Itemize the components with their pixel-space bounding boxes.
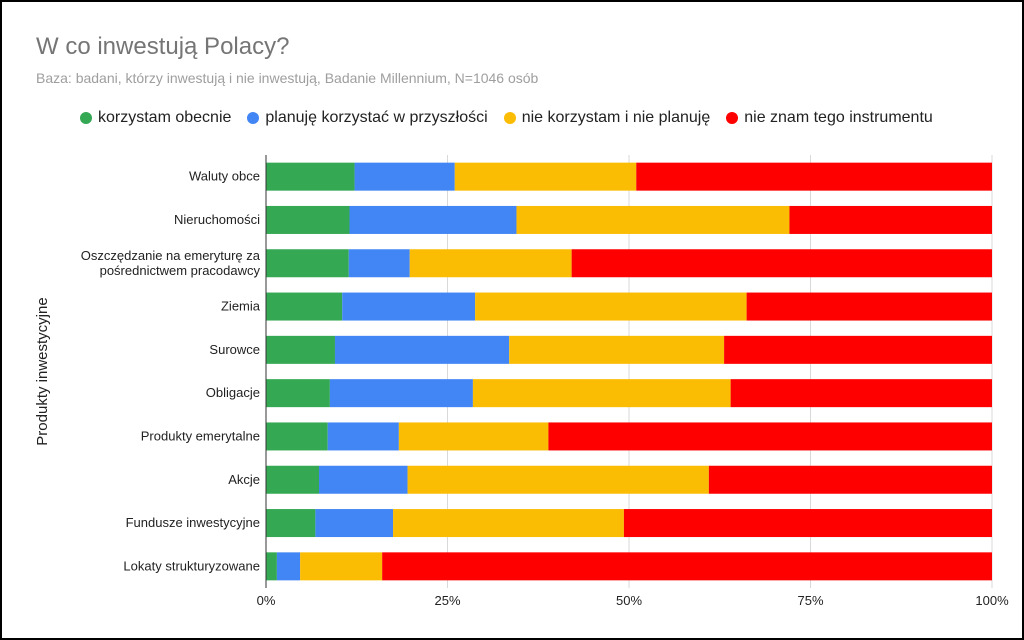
bar-segment[interactable] (266, 205, 350, 234)
category-label-line: Ziemia (221, 299, 261, 314)
bar-segment[interactable] (407, 465, 709, 494)
category-label: Lokaty strukturyzowane (123, 558, 260, 573)
legend-label: nie korzystam i nie planuję (521, 109, 711, 126)
bar-segment[interactable] (276, 552, 301, 581)
chart-subtitle: Baza: badani, którzy inwestują i nie inw… (36, 70, 539, 86)
legend: korzystam obecnie planuję korzystać w pr… (80, 108, 949, 128)
bar-segment[interactable] (266, 465, 319, 494)
bar-segment[interactable] (475, 292, 747, 321)
category-label: Obligacje (206, 385, 260, 400)
bar-segment[interactable] (266, 249, 349, 278)
category-label: Waluty obce (189, 169, 260, 184)
bar-segment[interactable] (266, 379, 330, 408)
bar-segment[interactable] (516, 205, 790, 234)
x-tick-label: 100% (975, 593, 1009, 608)
category-label-line: Produkty emerytalne (141, 428, 260, 443)
category-label: Surowce (209, 342, 260, 357)
bar-segment[interactable] (266, 552, 277, 581)
legend-label: korzystam obecnie (98, 109, 232, 126)
bar-segment[interactable] (409, 249, 572, 278)
bar-segment[interactable] (329, 379, 473, 408)
category-label: Akcje (228, 472, 260, 487)
bar-segment[interactable] (724, 335, 992, 364)
legend-swatch-yellow (503, 112, 516, 124)
bar-segment[interactable] (509, 335, 725, 364)
bar-segment[interactable] (354, 162, 455, 191)
bar-segment[interactable] (266, 335, 335, 364)
bar-segment[interactable] (327, 422, 399, 451)
category-label: Ziemia (221, 299, 261, 314)
category-label-line: Akcje (228, 472, 260, 487)
legend-swatch-red (726, 112, 739, 124)
legend-item-korzystam-obecnie[interactable]: korzystam obecnie (80, 109, 231, 127)
legend-item-planuje-korzystac[interactable]: planuję korzystać w przyszłości (247, 109, 488, 127)
bar-segment[interactable] (266, 509, 316, 538)
x-tick-label: 50% (616, 593, 642, 608)
bar-segment[interactable] (382, 552, 992, 581)
x-tick-label: 0% (257, 593, 276, 608)
bar-segment[interactable] (315, 509, 394, 538)
bar-segment[interactable] (623, 509, 992, 538)
bar-segment[interactable] (318, 465, 408, 494)
bar-segment[interactable] (730, 379, 992, 408)
bar-segment[interactable] (398, 422, 549, 451)
category-label-line: pośrednictwem pracodawcy (100, 263, 261, 278)
chart-title: W co inwestują Polacy? (36, 33, 290, 60)
category-label: Oszczędzanie na emeryturę za pośrednictwe… (81, 248, 261, 278)
category-label-line: Oszczędzanie na emeryturę za (81, 248, 261, 263)
x-tick-label: 25% (434, 593, 460, 608)
category-label-line: Waluty obce (189, 169, 260, 184)
bar-segment[interactable] (348, 249, 410, 278)
category-label: Nieruchomości (174, 212, 260, 227)
bar-segment[interactable] (266, 292, 343, 321)
category-label-line: Nieruchomości (174, 212, 260, 227)
category-label: Produkty emerytalne (141, 428, 260, 443)
bar-segment[interactable] (334, 335, 510, 364)
legend-item-nie-korzystam[interactable]: nie korzystam i nie planuję (503, 109, 711, 127)
category-label-line: Obligacje (206, 385, 260, 400)
bar-segment[interactable] (266, 422, 328, 451)
legend-swatch-blue (247, 112, 260, 124)
bar-segment[interactable] (746, 292, 992, 321)
y-axis-title: Produkty inwestycyjne (34, 297, 51, 445)
bar-segment[interactable] (571, 249, 992, 278)
bar-segment[interactable] (342, 292, 476, 321)
bar-segment[interactable] (548, 422, 992, 451)
legend-label: nie znam tego instrumentu (744, 109, 933, 126)
bar-segment[interactable] (454, 162, 637, 191)
bar-segment[interactable] (349, 205, 517, 234)
bar-segment[interactable] (708, 465, 992, 494)
bar-segment[interactable] (789, 205, 992, 234)
legend-swatch-green (80, 112, 92, 124)
x-tick-label: 75% (797, 593, 823, 608)
bar-segment[interactable] (636, 162, 992, 191)
bar-segment[interactable] (300, 552, 383, 581)
legend-label: planuję korzystać w przyszłości (265, 109, 488, 126)
legend-item-nie-znam[interactable]: nie znam tego instrumentu (726, 109, 933, 127)
bar-segment[interactable] (472, 379, 731, 408)
category-label-line: Lokaty strukturyzowane (123, 558, 260, 573)
category-label-line: Surowce (209, 342, 260, 357)
bar-segment[interactable] (266, 162, 355, 191)
category-label-line: Fundusze inwestycyjne (126, 515, 260, 530)
bar-segment[interactable] (393, 509, 624, 538)
category-label: Fundusze inwestycyjne (126, 515, 260, 530)
